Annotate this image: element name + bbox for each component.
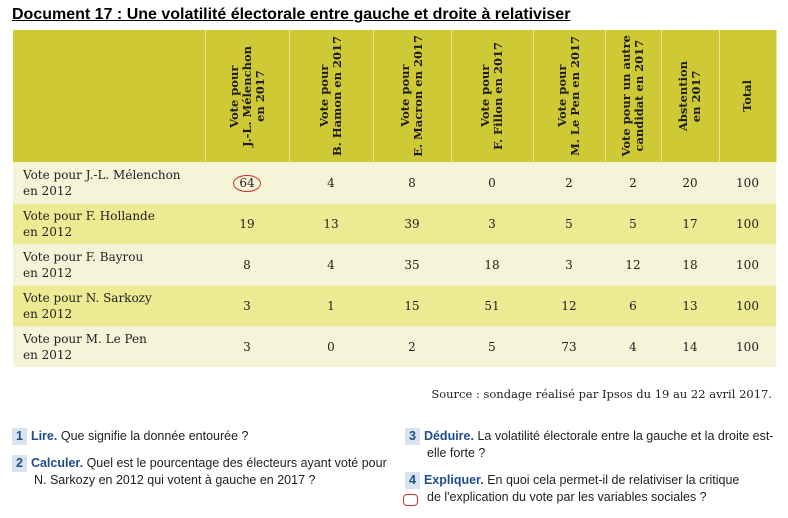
table-cell: 39	[373, 203, 451, 245]
question-number: 1	[12, 428, 27, 445]
table-cell: 17	[661, 203, 719, 245]
table-cell: 8	[373, 162, 451, 204]
table-cell: 35	[373, 244, 451, 286]
column-header: Vote pour J.-L. Mélenchon en 2017	[205, 30, 290, 163]
table-cell: 20	[661, 162, 719, 204]
column-header: Vote pour E. Macron en 2017	[373, 30, 452, 163]
table-cell: 51	[451, 285, 533, 327]
table-cell: 13	[289, 203, 373, 245]
table-row: Vote pour M. Le Pen en 2012 3 0 2 5 73 4 …	[13, 326, 776, 367]
column-header: Vote pour B. Hamon en 2017	[289, 30, 374, 163]
question-keyword: Expliquer.	[423, 473, 484, 487]
table-cell: 12	[605, 244, 661, 286]
table-row: Vote pour N. Sarkozy en 2012 3 1 15 51 12…	[13, 285, 776, 327]
table-header-row: Vote pour J.-L. Mélenchon en 2017 Vote p…	[13, 30, 777, 163]
table-row: Vote pour J.-L. Mélenchon en 2012 64 4 8 …	[13, 162, 776, 204]
question-number: 2	[12, 455, 27, 472]
question-number: 3	[405, 428, 420, 445]
document-title: Document 17 : Une volatilité électorale …	[12, 6, 571, 23]
column-header: Abstention en 2017	[661, 30, 720, 163]
table-cell: 100	[719, 203, 776, 245]
question-number: 4	[405, 472, 420, 489]
question-keyword: Calculer.	[30, 456, 84, 470]
question-text: En quoi cela permet-il de relativiser la…	[487, 473, 740, 487]
table-cell: 3	[533, 244, 605, 286]
table-cell: 2	[533, 162, 605, 204]
table-row: Vote pour F. Bayrou en 2012 8 4 35 18 3 1…	[13, 244, 776, 286]
question-text: elle forte ?	[427, 446, 486, 460]
question-keyword: Déduire.	[423, 429, 474, 443]
question-3: 3 Déduire. La volatilité électorale entre…	[405, 428, 775, 462]
table-cell: 19	[205, 203, 289, 245]
row-label: Vote pour F. Bayrou en 2012	[13, 244, 205, 286]
vote-transfer-table: Vote pour J.-L. Mélenchon en 2017 Vote p…	[13, 30, 777, 367]
table-cell-circled: 64	[205, 162, 289, 204]
vote-transfer-table-container: Vote pour J.-L. Mélenchon en 2017 Vote p…	[13, 30, 777, 376]
table-cell: 1	[289, 285, 373, 327]
table-cell: 5	[605, 203, 661, 245]
table-cell: 2	[605, 162, 661, 204]
question-2: 2 Calculer. Quel est le pourcentage des é…	[12, 455, 392, 489]
table-cell: 0	[451, 162, 533, 204]
table-cell: 4	[605, 326, 661, 367]
table-cell: 18	[661, 244, 719, 286]
question-text: Que signifie la donnée entourée ?	[60, 429, 249, 443]
table-cell: 100	[719, 244, 776, 286]
table-cell: 12	[533, 285, 605, 327]
source-note: Source : sondage réalisé par Ipsos du 19…	[431, 387, 772, 401]
table-cell: 3	[205, 326, 289, 367]
speech-bubble-icon	[403, 494, 418, 506]
row-label: Vote pour M. Le Pen en 2012	[13, 326, 205, 367]
table-cell: 73	[533, 326, 605, 367]
question-text: Quel est le pourcentage des électeurs ay…	[86, 456, 387, 470]
table-cell: 100	[719, 285, 776, 327]
table-cell: 100	[719, 162, 776, 204]
table-cell: 15	[373, 285, 451, 327]
row-label: Vote pour J.-L. Mélenchon en 2012	[13, 162, 205, 204]
table-cell: 2	[373, 326, 451, 367]
table-cell: 5	[533, 203, 605, 245]
table-cell: 0	[289, 326, 373, 367]
table-cell: 6	[605, 285, 661, 327]
table-cell: 18	[451, 244, 533, 286]
table-cell: 3	[451, 203, 533, 245]
table-cell: 8	[205, 244, 289, 286]
circled-value: 64	[233, 174, 261, 192]
question-text: La volatilité électorale entre la gauche…	[477, 429, 774, 443]
table-corner-cell	[13, 30, 206, 163]
table-cell: 3	[205, 285, 289, 327]
column-header: Vote pour un autre candidat en 2017	[605, 30, 662, 163]
row-label: Vote pour F. Hollande en 2012	[13, 203, 205, 245]
table-cell: 14	[661, 326, 719, 367]
question-1: 1 Lire. Que signifie la donnée entourée ?	[12, 428, 372, 445]
table-cell: 5	[451, 326, 533, 367]
table-cell: 4	[289, 162, 373, 204]
column-header: Total	[719, 30, 777, 163]
table-cell: 4	[289, 244, 373, 286]
column-header: Vote pour F. Fillon en 2017	[451, 30, 534, 163]
question-text: N. Sarkozy en 2012 qui votent à gauche e…	[34, 473, 316, 487]
column-header: Vote pour M. Le Pen en 2017	[533, 30, 606, 163]
row-label: Vote pour N. Sarkozy en 2012	[13, 285, 205, 327]
question-keyword: Lire.	[30, 429, 58, 443]
table-cell: 13	[661, 285, 719, 327]
question-4: 4 Expliquer. En quoi cela permet-il de re…	[405, 472, 775, 506]
table-row: Vote pour F. Hollande en 2012 19 13 39 3 …	[13, 203, 776, 245]
table-cell: 100	[719, 326, 776, 367]
question-text: de l'explication du vote par les variabl…	[427, 490, 707, 504]
